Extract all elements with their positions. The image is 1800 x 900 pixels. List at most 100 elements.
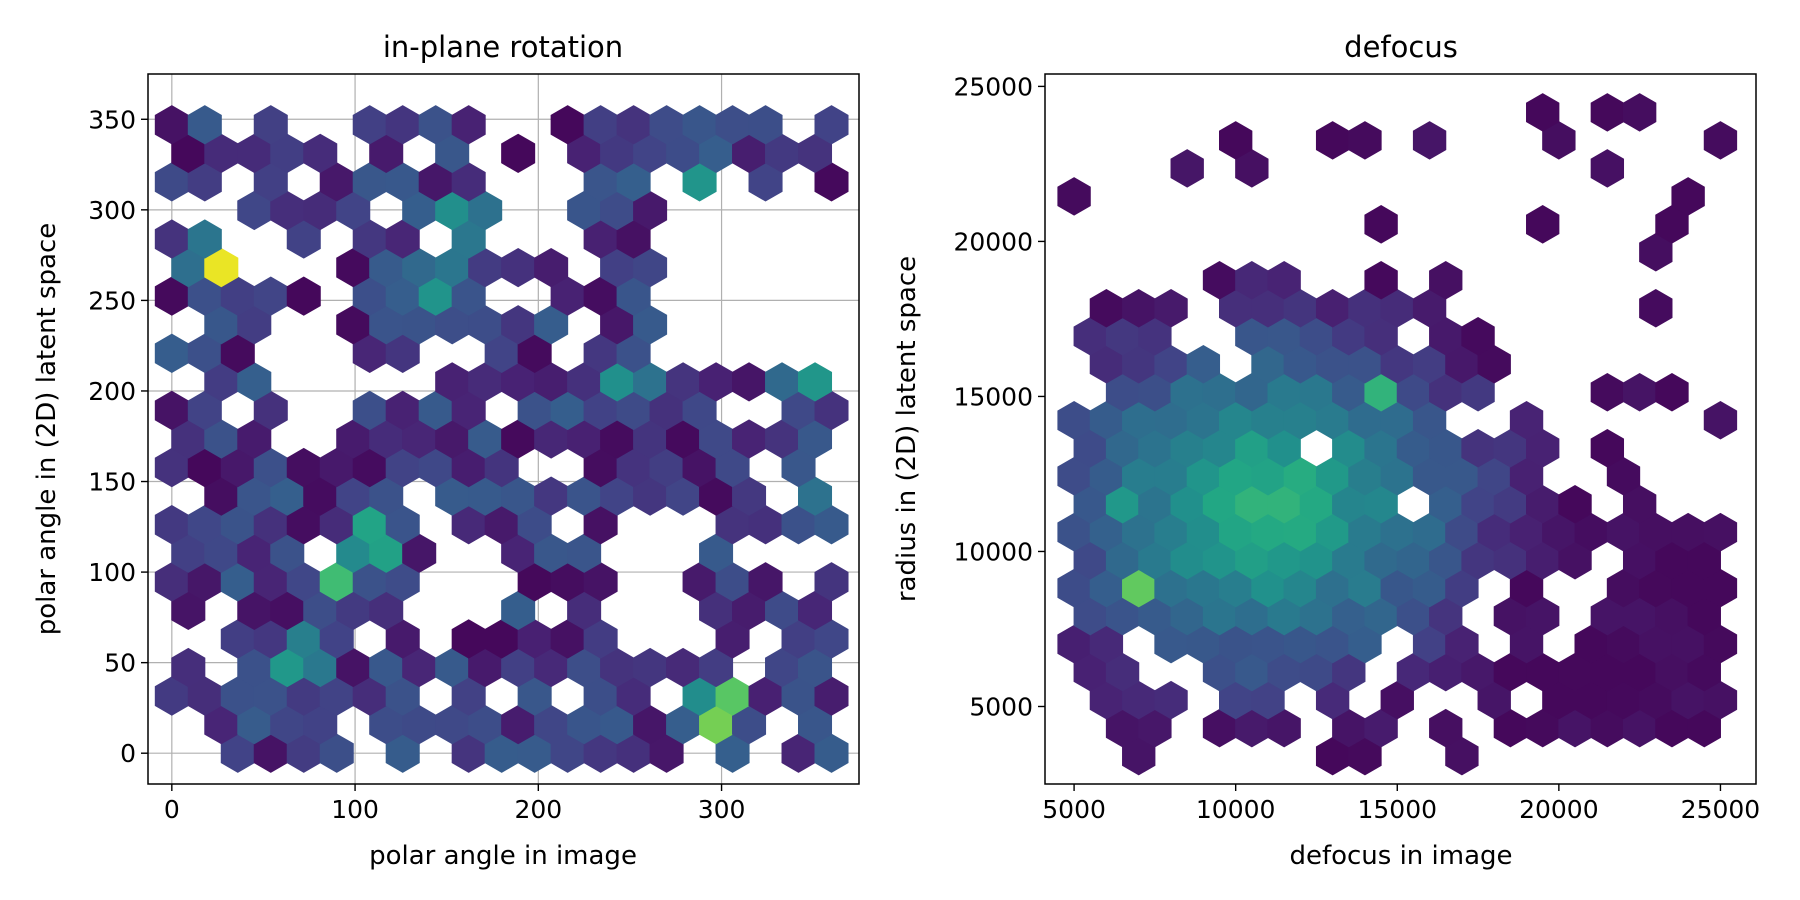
hexbin-cell xyxy=(600,362,635,402)
hexbin-cell xyxy=(1202,428,1237,468)
hexbin-cell xyxy=(1655,708,1689,748)
hexbin-cell xyxy=(1364,372,1398,412)
hexbin-cell xyxy=(1622,708,1657,748)
hexbin-cell xyxy=(1186,568,1221,608)
hexbin-cell xyxy=(468,419,503,459)
hexbin-cell xyxy=(352,505,387,545)
axis-ticks: 0 100 200 300 0 50 100 150 200 250 300 350 xyxy=(88,105,745,824)
hexbin-cell xyxy=(1622,652,1657,692)
hexbin-cell xyxy=(1671,568,1705,608)
hexbin-cell xyxy=(204,419,239,459)
hexbin-cell xyxy=(1639,233,1673,272)
hexbin-cell xyxy=(1105,652,1140,692)
hexbin-cell xyxy=(418,162,453,202)
y-tick-label: 250 xyxy=(88,286,136,315)
hexbin-cell xyxy=(1526,428,1560,468)
hexbin-cell xyxy=(171,133,206,173)
hexbin-cell xyxy=(732,419,767,459)
hexbin-cell xyxy=(171,419,206,459)
hexbin-cell xyxy=(583,105,618,145)
hexbin-cell xyxy=(1267,261,1301,300)
hexbin-cell xyxy=(633,419,668,459)
hexbin-cell xyxy=(765,647,800,688)
hexbin-cell xyxy=(204,305,239,345)
hexbin-cell xyxy=(484,733,519,773)
hexbin-cell xyxy=(600,305,635,345)
hexbin-cell xyxy=(435,419,470,459)
hexbin-cell xyxy=(1703,680,1738,720)
x-tick-label: 20000 xyxy=(1519,795,1599,824)
hexbin-cell xyxy=(451,105,486,145)
hexbin-cell xyxy=(1364,428,1398,468)
hexbin-cell xyxy=(1558,540,1592,580)
hexbin-cell xyxy=(583,676,618,716)
hexbin-cell xyxy=(501,419,536,459)
hexbin-cell xyxy=(270,705,305,745)
hexbin-cell xyxy=(1332,484,1366,524)
hexbin-cell xyxy=(814,105,849,145)
hexbin-cell xyxy=(517,733,552,773)
hexbin-cell xyxy=(1315,624,1350,664)
hexbin-cell xyxy=(649,105,684,145)
hexbin-cell xyxy=(385,619,420,659)
hexbin-cell xyxy=(237,647,272,688)
hexbin-cell xyxy=(682,105,717,145)
x-tick-label: 0 xyxy=(164,795,180,824)
hexbin-cell xyxy=(765,133,800,173)
hexbin-cell xyxy=(352,676,387,716)
hexbin-cell xyxy=(567,133,602,173)
hexbin-cell xyxy=(715,105,750,145)
hexbin-cell xyxy=(286,676,321,716)
y-tick-label: 0 xyxy=(120,739,136,768)
hexbin-cell xyxy=(1445,568,1479,608)
hexbin-cell xyxy=(1202,261,1237,300)
hexbin-cell xyxy=(187,276,222,316)
hexbin-cell xyxy=(517,390,552,431)
hexbin-cell xyxy=(732,590,767,631)
hexbin-cell xyxy=(286,447,321,488)
hexbin-cell xyxy=(253,162,288,202)
hexbin-cell xyxy=(1655,652,1689,692)
hexbin-cell xyxy=(369,647,404,688)
hexbin-cell xyxy=(1122,345,1156,384)
hexbin-cell xyxy=(633,705,668,745)
hexbin-cell xyxy=(1089,400,1124,440)
hexbin-cell xyxy=(1219,121,1253,160)
hexbin-cell xyxy=(1364,484,1398,524)
hexbin-cell xyxy=(1477,345,1511,384)
x-axis-label: defocus in image xyxy=(1289,841,1512,871)
chart-title: in-plane rotation xyxy=(383,30,623,64)
hexbin-cell xyxy=(1590,149,1625,188)
hexbin-cell xyxy=(1057,624,1091,664)
hexbin-cell xyxy=(1590,708,1625,748)
hexbin-cell xyxy=(501,305,536,345)
hexbin-cell xyxy=(600,419,635,459)
hexbin-cell xyxy=(154,562,189,602)
hexbin-cell xyxy=(1639,568,1673,608)
hexbin-cell xyxy=(418,447,453,488)
x-tick-label: 100 xyxy=(331,795,379,824)
hexbin-cell xyxy=(451,276,486,316)
hexbin-cell xyxy=(1315,121,1350,160)
hexbin-cell xyxy=(352,447,387,488)
hexbin-cell xyxy=(154,276,189,316)
hexbin-cell xyxy=(1396,652,1431,692)
hexbin-cell xyxy=(1315,289,1350,328)
hexbin-cell xyxy=(1364,540,1398,580)
hexbin-cell xyxy=(451,733,486,773)
hexbin-cell xyxy=(616,447,651,488)
hexbin-cell xyxy=(1493,484,1528,524)
hexbin-cell xyxy=(600,476,635,516)
hexbin-cell xyxy=(649,390,684,431)
hexbin-cell xyxy=(699,647,734,688)
hexbin-cell xyxy=(1219,289,1253,328)
hexbin-cell xyxy=(1542,121,1576,160)
hexbin-cell xyxy=(814,733,849,773)
hexbin-cell xyxy=(1073,540,1107,580)
hexbin-cell xyxy=(517,676,552,716)
hexbin-cell xyxy=(369,305,404,345)
hexbin-cell xyxy=(187,105,222,145)
x-tick-label: 5000 xyxy=(1042,795,1106,824)
hexbin-cell xyxy=(616,676,651,716)
hexbin-cell xyxy=(303,647,338,688)
